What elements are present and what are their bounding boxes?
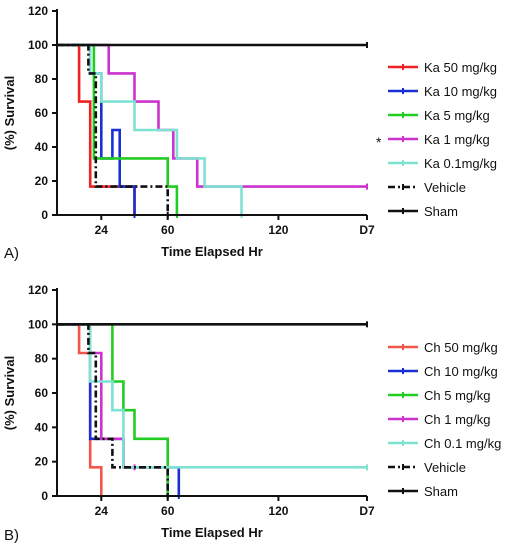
x-tick-label: 24 <box>95 223 109 237</box>
legend-item: Ch 50 mg/kg <box>388 340 498 355</box>
chart-panel-b: 0 20 40 60 80 100 120 24 60 120 D7 Time Elapsed Hr (… <box>2 283 501 544</box>
chart-panel-a: 0 20 40 60 80 100 120 24 60 120 D7 Time Elapsed Hr (… <box>2 4 497 262</box>
series-line-4 <box>57 322 367 469</box>
y-tick-label: 120 <box>28 4 48 18</box>
legend-label: Ch 10 mg/kg <box>424 364 498 379</box>
panel-label: A) <box>4 245 19 262</box>
legend-item: Ka 50 mg/kg <box>388 60 497 75</box>
legend: Ch 50 mg/kg Ch 10 mg/kg Ch 5 mg/kg Ch 1 mg/… <box>388 340 501 499</box>
legend-item: Ka 0.1mg/kg <box>388 156 497 171</box>
legend-label: Sham <box>424 484 458 499</box>
legend-item: Vehicle <box>388 180 466 195</box>
legend-label: Vehicle <box>424 180 466 195</box>
significance-marker: * <box>376 134 382 150</box>
legend-label: Ch 0.1 mg/kg <box>424 436 501 451</box>
legend-label: Ka 1 mg/kg <box>424 132 490 147</box>
y-tick-label: 60 <box>35 106 49 120</box>
x-tick-label: D7 <box>359 223 375 237</box>
y-axis-title: (%) Survival <box>2 356 17 430</box>
legend-item: Vehicle <box>388 460 466 475</box>
x-tick-label: 120 <box>268 223 288 237</box>
legend-label: Ka 10 mg/kg <box>424 84 497 99</box>
legend-label: Ch 5 mg/kg <box>424 388 490 403</box>
legend: Ka 50 mg/kg Ka 10 mg/kg Ka 5 mg/kg Ka 1 mg/… <box>376 60 497 219</box>
legend-label: Ka 50 mg/kg <box>424 60 497 75</box>
legend-label: Ka 0.1mg/kg <box>424 156 497 171</box>
x-tick-label: 60 <box>161 504 175 518</box>
y-tick-label: 0 <box>41 208 48 222</box>
series-line-3 <box>57 43 367 188</box>
panel-label: B) <box>4 527 19 544</box>
y-axis-title: (%) Survival <box>2 76 17 150</box>
legend-label: Ch 50 mg/kg <box>424 340 498 355</box>
y-tick-label: 120 <box>28 283 48 297</box>
y-tick-label: 0 <box>41 489 48 503</box>
legend-label: Ka 5 mg/kg <box>424 108 490 123</box>
legend-item: Ch 0.1 mg/kg <box>388 436 501 451</box>
x-axis-title: Time Elapsed Hr <box>161 244 263 259</box>
x-tick-label: D7 <box>359 504 375 518</box>
y-tick-label: 100 <box>28 317 48 331</box>
series-line-5 <box>57 322 169 496</box>
legend-item: Ch 1 mg/kg <box>388 412 490 427</box>
legend-item: Ch 10 mg/kg <box>388 364 498 379</box>
series-line-4 <box>57 43 243 215</box>
y-tick-label: 60 <box>35 386 49 400</box>
y-tick-label: 80 <box>35 72 49 86</box>
y-tick-label: 40 <box>35 140 49 154</box>
legend-label: Sham <box>424 204 458 219</box>
x-axis-title: Time Elapsed Hr <box>161 525 263 540</box>
legend-item: Ka 1 mg/kg * <box>376 132 490 150</box>
x-tick-label: 24 <box>95 504 109 518</box>
legend-item: Sham <box>388 204 458 219</box>
y-tick-label: 20 <box>35 455 49 469</box>
y-tick-label: 80 <box>35 352 49 366</box>
y-tick-label: 40 <box>35 420 49 434</box>
series-line-2 <box>57 43 179 215</box>
legend-item: Ch 5 mg/kg <box>388 388 490 403</box>
legend-label: Ch 1 mg/kg <box>424 412 490 427</box>
x-tick-label: 60 <box>161 223 175 237</box>
legend-label: Vehicle <box>424 460 466 475</box>
y-tick-label: 100 <box>28 38 48 52</box>
y-tick-label: 20 <box>35 174 49 188</box>
x-tick-label: 120 <box>268 504 288 518</box>
legend-item: Sham <box>388 484 458 499</box>
legend-item: Ka 5 mg/kg <box>388 108 490 123</box>
legend-item: Ka 10 mg/kg <box>388 84 497 99</box>
